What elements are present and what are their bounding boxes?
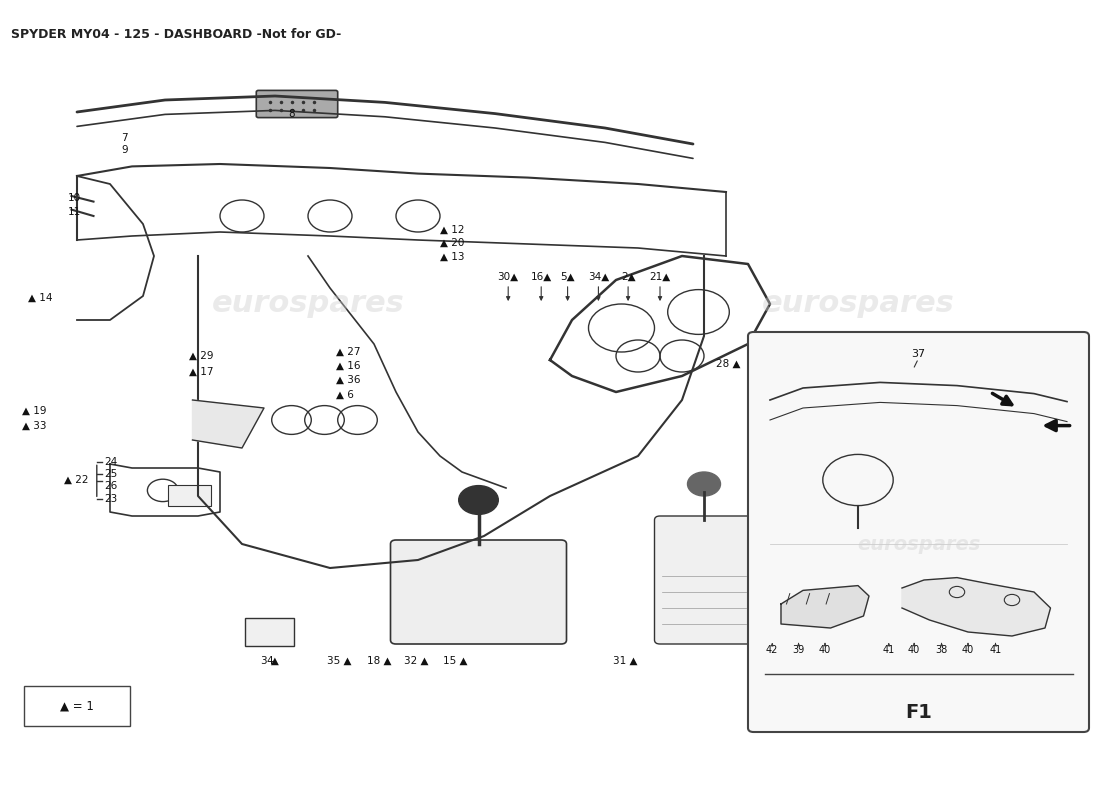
Circle shape: [459, 486, 498, 514]
Text: 34▲: 34▲: [587, 272, 609, 282]
Text: ▲ 22: ▲ 22: [64, 475, 88, 485]
Text: 24: 24: [104, 458, 118, 467]
Text: 40: 40: [961, 646, 975, 655]
Text: 40: 40: [908, 646, 921, 655]
FancyBboxPatch shape: [390, 540, 566, 644]
Text: 31 ▲: 31 ▲: [613, 656, 637, 666]
Text: ▲ 27: ▲ 27: [336, 347, 360, 357]
Text: 18 ▲: 18 ▲: [367, 656, 392, 666]
Text: 16▲: 16▲: [530, 272, 552, 282]
Text: 41: 41: [882, 646, 895, 655]
Polygon shape: [192, 400, 264, 448]
Text: ▲ = 1: ▲ = 1: [60, 699, 94, 713]
FancyBboxPatch shape: [24, 686, 130, 726]
Text: 3 ▲: 3 ▲: [261, 656, 278, 666]
Text: ▲ 29: ▲ 29: [189, 351, 213, 361]
Text: ▲ 17: ▲ 17: [189, 367, 213, 377]
Text: 40: 40: [818, 646, 832, 655]
Text: 11: 11: [68, 207, 81, 217]
Text: 38: 38: [935, 646, 948, 655]
Text: ▲ 16: ▲ 16: [336, 361, 360, 370]
FancyBboxPatch shape: [168, 485, 211, 506]
Text: ▲ 19: ▲ 19: [22, 406, 46, 415]
Text: 2▲: 2▲: [620, 272, 636, 282]
Text: ▲ 6: ▲ 6: [336, 390, 353, 399]
Text: eurospares: eurospares: [761, 290, 955, 318]
Text: 9: 9: [121, 146, 128, 155]
Text: 15 ▲: 15 ▲: [443, 656, 468, 666]
Text: 37: 37: [912, 349, 925, 358]
Text: 23: 23: [104, 494, 118, 504]
Text: SPYDER MY04 - 125 - DASHBOARD -Not for GD-: SPYDER MY04 - 125 - DASHBOARD -Not for G…: [11, 28, 341, 41]
Polygon shape: [902, 578, 1050, 636]
Text: ▲ 14: ▲ 14: [28, 293, 52, 302]
Text: 4: 4: [266, 656, 273, 666]
Text: 26: 26: [104, 482, 118, 491]
Text: ▲ 13: ▲ 13: [440, 252, 464, 262]
FancyBboxPatch shape: [654, 516, 754, 644]
Polygon shape: [781, 586, 869, 628]
Text: 10: 10: [68, 193, 81, 202]
Text: eurospares: eurospares: [857, 534, 980, 554]
Text: 7: 7: [121, 133, 128, 142]
Text: 42: 42: [766, 646, 779, 655]
Text: ▲ 33: ▲ 33: [22, 421, 46, 430]
Text: 39: 39: [792, 646, 805, 655]
Text: eurospares: eurospares: [211, 290, 405, 318]
Text: 5▲: 5▲: [560, 272, 575, 282]
Text: 41: 41: [989, 646, 1002, 655]
Text: 30▲: 30▲: [497, 272, 519, 282]
Text: ▲ 20: ▲ 20: [440, 238, 464, 248]
Text: ▲ 36: ▲ 36: [336, 375, 360, 385]
FancyBboxPatch shape: [748, 332, 1089, 732]
FancyBboxPatch shape: [256, 90, 338, 118]
Text: 21▲: 21▲: [649, 272, 671, 282]
Text: ▲ 12: ▲ 12: [440, 225, 464, 234]
Text: 8: 8: [288, 110, 295, 119]
FancyBboxPatch shape: [245, 618, 294, 646]
Circle shape: [688, 472, 720, 496]
Text: 28 ▲: 28 ▲: [716, 359, 740, 369]
Text: 35 ▲: 35 ▲: [327, 656, 351, 666]
Text: See Draw. 131: See Draw. 131: [920, 363, 994, 373]
Text: F1: F1: [905, 702, 932, 722]
Text: 25: 25: [104, 470, 118, 479]
Text: 32 ▲: 32 ▲: [404, 656, 428, 666]
Text: Vedi Tav. 131: Vedi Tav. 131: [923, 349, 991, 358]
